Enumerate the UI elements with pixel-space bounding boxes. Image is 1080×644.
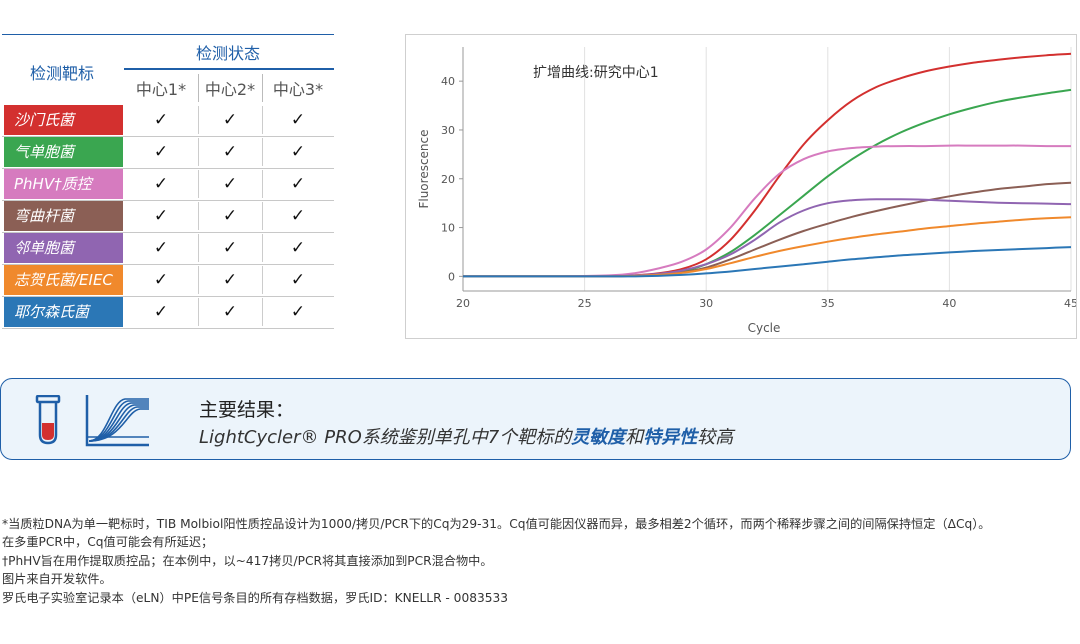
target-name-cell: 沙门氏菌 [4,105,123,135]
table-row: PhHV†质控 ✓ ✓ ✓ [2,168,334,201]
result-text-prefix: LightCycler® PRO系统鉴别单孔中7个靶标的 [199,427,572,448]
header-target: 检测靶标 [29,64,94,83]
result-title: 主要结果： [199,399,295,421]
key-result-box: 主要结果： LightCycler® PRO系统鉴别单孔中7个靶标的灵敏度和特异… [0,378,1071,460]
header-separator [262,74,263,102]
target-name-cell: 邻单胞菌 [4,233,123,263]
target-name-cell: 志贺氏菌/EIEC [4,265,123,295]
check-mark: ✓ [222,238,238,258]
header-status-underline [124,68,334,70]
x-tick-label: 45 [1064,297,1076,310]
y-tick-label: 20 [441,173,455,186]
footnote-line: †PhHV旨在用作提取质控品；在本例中，以~417拷贝/PCR将其直接添加到PC… [2,553,493,568]
cell-separator [198,298,199,326]
result-text-mid: 和 [625,427,644,448]
footnote-line: 罗氏电子实验室记录本（eLN）中PE信号条目的所有存档数据，罗氏ID：KNELL… [2,590,508,605]
cell-separator [262,138,263,166]
result-statement: LightCycler® PRO系统鉴别单孔中7个靶标的灵敏度和特异性较高 [199,423,733,449]
check-mark: ✓ [153,302,169,322]
check-mark: ✓ [153,270,169,290]
footnote-line: *当质粒DNA为单一靶标时，TIB Molbiol阳性质控品设计为1000/拷贝… [2,517,991,531]
chart-title: 扩增曲线:研究中心1 [533,65,659,81]
cell-separator [198,266,199,294]
y-tick-label: 30 [441,124,455,137]
x-axis-label: Cycle [748,321,781,335]
check-mark: ✓ [222,110,238,130]
cell-separator [262,298,263,326]
y-tick-label: 10 [441,222,455,235]
check-mark: ✓ [290,110,306,130]
check-mark: ✓ [222,302,238,322]
x-tick-label: 35 [821,297,835,310]
table-row: 弯曲杆菌 ✓ ✓ ✓ [2,200,334,233]
check-mark: ✓ [222,270,238,290]
target-name-cell: PhHV†质控 [4,169,123,199]
cell-separator [262,234,263,262]
highlight-sensitivity: 灵敏度 [571,427,626,448]
chart-axes: 20 25 30 35 40 45 0 10 20 30 40 [441,47,1076,310]
table-row: 邻单胞菌 ✓ ✓ ✓ [2,232,334,265]
series-line [462,144,1071,278]
check-mark: ✓ [153,110,169,130]
check-mark: ✓ [290,270,306,290]
check-mark: ✓ [290,142,306,162]
header-center-2: 中心2* [204,80,256,99]
footnotes: *当质粒DNA为单一靶标时，TIB Molbiol阳性质控品设计为1000/拷贝… [2,515,1078,607]
cell-separator [262,106,263,134]
cell-separator [198,202,199,230]
series-line [462,88,1072,278]
check-mark: ✓ [153,142,169,162]
x-tick-label: 40 [942,297,956,310]
cell-separator [262,202,263,230]
y-axis-label: Fluorescence [417,129,431,208]
series-line [462,52,1072,278]
series-line [462,246,1072,278]
cell-separator [198,170,199,198]
footnote-line: 在多重PCR中，Cq值可能会有所延迟； [2,535,214,550]
footnote-line: 图片来自开发软件。 [2,572,112,587]
cell-separator [198,106,199,134]
highlight-specificity: 特异性 [643,427,698,448]
cell-separator [198,138,199,166]
chart-series [462,52,1072,278]
test-tube-icon [35,395,61,445]
check-mark: ✓ [290,206,306,226]
table-row: 沙门氏菌 ✓ ✓ ✓ [2,104,334,137]
chart-canvas: 20 25 30 35 40 45 0 10 20 30 40 扩增曲线:研究中心1 Cycle F… [417,47,1076,335]
cell-separator [262,170,263,198]
check-mark: ✓ [290,238,306,258]
header-status: 检测状态 [195,44,260,63]
target-name-cell: 弯曲杆菌 [4,201,123,231]
table-row: 气单胞菌 ✓ ✓ ✓ [2,136,334,169]
series-line [462,181,1072,278]
amplification-curve-icon [85,395,149,447]
check-mark: ✓ [153,238,169,258]
check-mark: ✓ [153,206,169,226]
check-mark: ✓ [290,174,306,194]
table-row: 志贺氏菌/EIEC ✓ ✓ ✓ [2,264,334,297]
header-separator [198,74,199,102]
x-tick-label: 20 [456,297,470,310]
amplification-chart: 20 25 30 35 40 45 0 10 20 30 40 扩增曲线:研究中心1 Cycle F… [405,34,1077,339]
x-tick-label: 30 [699,297,713,310]
target-name-cell: 气单胞菌 [4,137,123,167]
check-mark: ✓ [222,142,238,162]
cell-separator [262,266,263,294]
y-tick-label: 0 [448,270,455,283]
target-name-cell: 耶尔森氏菌 [4,297,123,327]
table-row: 耶尔森氏菌 ✓ ✓ ✓ [2,296,334,329]
cell-separator [198,234,199,262]
y-tick-label: 40 [441,75,455,88]
check-mark: ✓ [153,174,169,194]
check-mark: ✓ [222,206,238,226]
result-text-suffix: 较高 [697,427,734,448]
series-line [462,198,1072,278]
check-mark: ✓ [222,174,238,194]
header-center-1: 中心1* [135,80,187,99]
header-center-3: 中心3* [272,80,324,99]
check-mark: ✓ [290,302,306,322]
x-tick-label: 25 [578,297,592,310]
table-top-border [2,34,334,35]
